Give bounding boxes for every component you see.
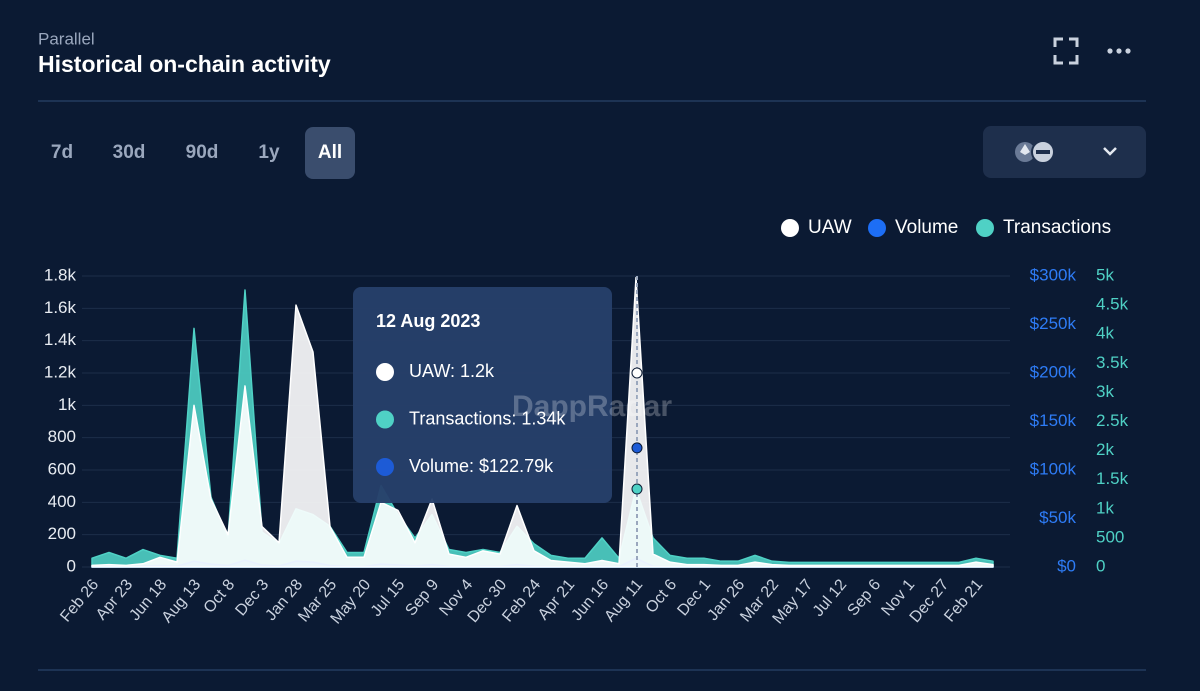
y3-tick-label: 2k bbox=[1096, 440, 1114, 459]
legend-label[interactable]: UAW bbox=[808, 217, 852, 238]
y2-tick-label: $0 bbox=[1057, 556, 1076, 575]
tooltip-box bbox=[353, 287, 612, 503]
fullscreen-icon[interactable] bbox=[1053, 37, 1079, 65]
y-tick-label: 800 bbox=[48, 427, 76, 446]
y-tick-label: 1.6k bbox=[44, 298, 77, 317]
tooltip-date: 12 Aug 2023 bbox=[376, 311, 480, 331]
active-range-bg bbox=[305, 127, 355, 179]
chain-dropdown[interactable] bbox=[983, 126, 1146, 178]
range-button[interactable]: 1y bbox=[258, 142, 280, 163]
x-tick-label: Feb 24 bbox=[499, 576, 544, 625]
range-button[interactable]: 30d bbox=[113, 142, 146, 163]
tooltip-swatch bbox=[376, 410, 394, 429]
series-area bbox=[91, 276, 994, 568]
y2-tick-label: $150k bbox=[1030, 411, 1077, 430]
x-tick-label: Sep 6 bbox=[844, 576, 884, 619]
watermark: DappRadar bbox=[512, 390, 672, 423]
y-tick-label: 600 bbox=[48, 459, 76, 478]
y2-tick-label: $50k bbox=[1039, 508, 1076, 527]
x-tick-label: Jul 15 bbox=[368, 576, 409, 620]
range-button[interactable]: All bbox=[318, 142, 342, 163]
y-tick-label: 1.2k bbox=[44, 362, 77, 381]
tooltip-item: Transactions: 1.34k bbox=[409, 408, 566, 428]
y3-tick-label: 1k bbox=[1096, 498, 1114, 517]
x-tick-label: Sep 9 bbox=[402, 576, 442, 619]
y3-tick-label: 2.5k bbox=[1096, 411, 1129, 430]
y-tick-label: 1.4k bbox=[44, 330, 77, 349]
panel-title: Historical on-chain activity bbox=[38, 51, 331, 77]
hover-dot bbox=[631, 367, 643, 379]
legend-swatch bbox=[781, 219, 799, 237]
range-button[interactable]: 90d bbox=[186, 142, 219, 163]
y3-tick-label: 3.5k bbox=[1096, 353, 1129, 372]
y-tick-label: 0 bbox=[67, 556, 76, 575]
x-tick-label: Oct 6 bbox=[643, 576, 681, 616]
tooltip-swatch bbox=[376, 363, 394, 381]
tooltip-item: Volume: $122.79k bbox=[409, 456, 554, 476]
tooltip-swatch bbox=[376, 458, 394, 476]
y2-tick-label: $100k bbox=[1030, 459, 1077, 478]
y-tick-label: 1k bbox=[58, 395, 76, 414]
project-name: Parallel bbox=[38, 29, 95, 48]
more-menu[interactable] bbox=[1107, 48, 1131, 54]
y3-tick-label: 1.5k bbox=[1096, 469, 1129, 488]
hover-dot bbox=[631, 442, 643, 454]
legend-label[interactable]: Transactions bbox=[1003, 217, 1111, 238]
y3-tick-label: 4k bbox=[1096, 324, 1114, 343]
x-tick-label: Oct 8 bbox=[201, 576, 239, 616]
y2-tick-label: $300k bbox=[1030, 265, 1077, 284]
x-tick-label: Feb 21 bbox=[941, 576, 986, 625]
y-tick-label: 400 bbox=[48, 492, 76, 511]
y3-tick-label: 5k bbox=[1096, 265, 1114, 284]
x-tick-label: Feb 26 bbox=[57, 576, 102, 625]
x-tick-label: Jul 12 bbox=[810, 576, 851, 620]
y3-tick-label: 0 bbox=[1096, 556, 1105, 575]
y2-tick-label: $200k bbox=[1030, 362, 1077, 381]
tooltip-item: UAW: 1.2k bbox=[409, 361, 495, 381]
legend-swatch bbox=[868, 219, 886, 237]
y3-tick-label: 500 bbox=[1096, 527, 1124, 546]
y-tick-label: 1.8k bbox=[44, 265, 77, 284]
y2-tick-label: $250k bbox=[1030, 314, 1077, 333]
range-button[interactable]: 7d bbox=[51, 142, 73, 163]
legend-swatch bbox=[976, 219, 994, 237]
hover-dot bbox=[631, 483, 643, 495]
y-tick-label: 200 bbox=[48, 524, 76, 543]
x-tick-label: Aug 11 bbox=[601, 576, 646, 625]
legend-label[interactable]: Volume bbox=[895, 217, 958, 238]
y3-tick-label: 4.5k bbox=[1096, 295, 1129, 314]
y3-tick-label: 3k bbox=[1096, 382, 1114, 401]
